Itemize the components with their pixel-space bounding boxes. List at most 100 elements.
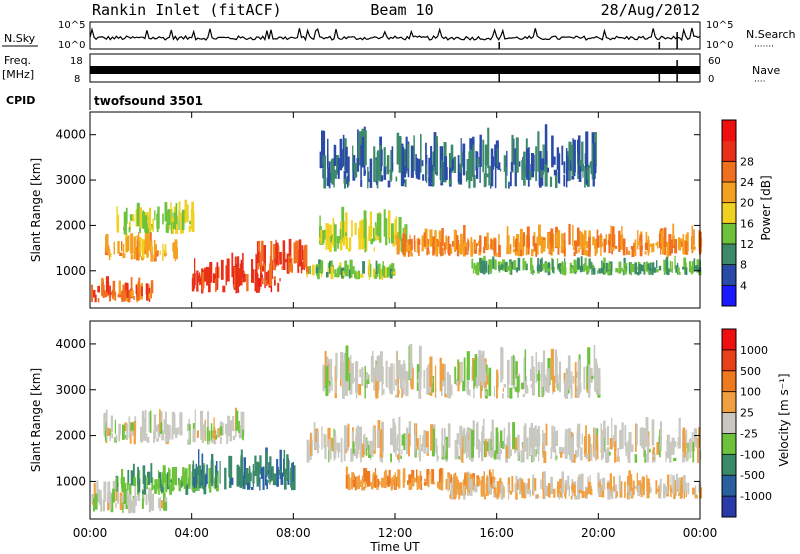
range-cell	[381, 443, 384, 457]
range-cell	[453, 474, 457, 491]
range-cell	[354, 270, 357, 279]
range-cell	[116, 206, 118, 228]
range-cell	[483, 371, 487, 389]
range-cell	[220, 436, 222, 444]
range-cell	[107, 427, 110, 436]
range-cell	[568, 431, 571, 451]
range-cell	[326, 223, 329, 246]
range-cell	[675, 265, 679, 273]
range-cell	[542, 263, 545, 269]
range-cell	[391, 263, 395, 274]
range-cell	[103, 481, 107, 502]
range-cell	[603, 420, 606, 450]
range-cell	[637, 485, 640, 497]
range-cell	[381, 265, 385, 276]
range-cell	[481, 385, 483, 391]
range-cell	[581, 491, 585, 499]
range-cell	[293, 465, 296, 491]
range-cell	[228, 455, 231, 478]
range-cell	[561, 266, 565, 273]
range-cell	[687, 482, 690, 495]
range-cell	[449, 246, 451, 257]
range-cell	[609, 438, 613, 450]
range-cell	[685, 482, 687, 495]
range-cell	[693, 428, 697, 447]
range-cell	[539, 240, 541, 246]
range-cell	[257, 462, 260, 485]
range-cell	[457, 155, 460, 183]
range-cell	[682, 248, 686, 255]
range-cell	[435, 136, 438, 173]
range-cell	[481, 431, 484, 459]
range-cell	[560, 246, 563, 254]
range-cell	[615, 268, 618, 273]
range-cell	[203, 465, 205, 487]
range-cell	[491, 419, 494, 449]
range-cell	[292, 462, 294, 482]
range-cell	[369, 440, 373, 455]
range-cell	[459, 379, 462, 383]
range-cell	[572, 246, 575, 251]
range-cell	[438, 230, 442, 246]
range-cell	[204, 474, 207, 487]
range-cell	[269, 263, 272, 287]
colorbar-tick-label: 12	[740, 238, 754, 251]
range-cell	[488, 367, 492, 397]
range-cell	[239, 263, 243, 286]
range-cell	[93, 498, 95, 512]
range-cell	[687, 442, 689, 460]
range-cell	[130, 277, 133, 293]
range-cell	[434, 230, 437, 252]
range-cell	[360, 273, 364, 278]
range-cell	[408, 433, 410, 457]
range-cell	[571, 443, 574, 460]
range-cell	[580, 256, 583, 269]
range-cell	[508, 181, 510, 189]
range-cell	[602, 484, 605, 498]
range-cell	[572, 225, 574, 247]
range-cell	[235, 264, 238, 282]
range-cell	[377, 263, 380, 274]
range-cell	[230, 477, 234, 485]
range-cell	[246, 482, 250, 490]
range-cell	[421, 443, 424, 452]
range-cell	[372, 268, 375, 278]
range-cell	[490, 183, 492, 189]
range-cell	[427, 250, 430, 255]
range-cell	[683, 487, 685, 499]
range-cell	[397, 382, 399, 394]
range-cell	[340, 438, 343, 463]
range-cell	[501, 347, 504, 380]
range-cell	[172, 242, 174, 252]
range-cell	[337, 157, 340, 179]
range-cell	[347, 423, 350, 448]
range-cell	[683, 477, 685, 491]
range-cell	[364, 130, 367, 166]
range-cell	[670, 488, 673, 493]
range-cell	[345, 232, 347, 237]
freq-strip: Freq. [MHz] 18 8 60 0 Nave ····	[2, 53, 780, 87]
range-cell	[483, 263, 486, 270]
range-cell	[555, 232, 559, 247]
range-cell	[346, 473, 350, 482]
range-cell	[460, 482, 463, 496]
range-cell	[553, 431, 556, 453]
colorbar-swatch	[722, 329, 736, 351]
site-title: Rankin Inlet (fitACF)	[92, 1, 282, 19]
range-cell	[185, 483, 189, 495]
range-cell	[306, 266, 310, 275]
range-cell	[548, 243, 551, 253]
range-cell	[486, 364, 488, 378]
range-cell	[404, 179, 407, 188]
colorbar-swatch	[722, 202, 736, 224]
range-cell	[473, 175, 476, 188]
range-cell	[421, 160, 424, 167]
range-cell	[111, 289, 115, 299]
range-cell	[609, 261, 613, 271]
range-cell	[460, 361, 463, 383]
range-cell	[564, 232, 566, 255]
nsky-label: N.Sky	[4, 32, 36, 45]
range-cell	[540, 362, 543, 398]
range-cell	[524, 376, 528, 394]
range-cell	[506, 446, 509, 459]
